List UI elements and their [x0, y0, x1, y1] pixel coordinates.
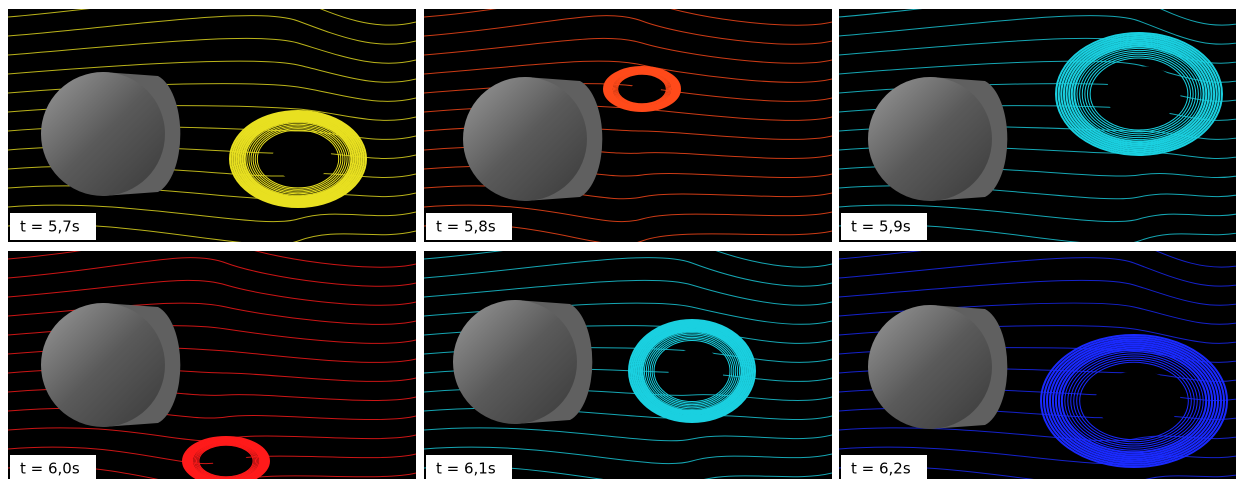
cylinder-face [868, 77, 992, 201]
time-label: t = 6,2s [851, 460, 911, 478]
vortex-core [631, 81, 661, 97]
flow-panel: t = 5,7s [8, 9, 416, 242]
streamline [839, 9, 1236, 25]
flow-panel: t = 6,2s [839, 251, 1236, 479]
flow-panel: t = 6,0s [8, 251, 416, 479]
streamline [8, 186, 416, 199]
flow-panel: t = 5,9s [839, 9, 1236, 242]
cylinder-face [41, 72, 165, 196]
streamline [8, 280, 416, 305]
streamline [424, 186, 832, 199]
cylinder-face [41, 303, 165, 427]
vortex-core [1096, 371, 1181, 431]
streamline [8, 61, 416, 82]
time-label: t = 5,8s [436, 218, 496, 236]
time-label: t = 5,7s [20, 218, 80, 236]
time-label: t = 6,0s [20, 460, 80, 478]
streamline [424, 428, 832, 441]
streamline [839, 61, 1236, 82]
vortex-core [272, 138, 332, 180]
flow-panel: t = 6,1s [424, 251, 832, 479]
flow-panel: t = 5,8s [424, 9, 832, 242]
cylinder-face [868, 305, 992, 429]
vortex-core [1106, 67, 1181, 122]
time-label: t = 5,9s [851, 218, 911, 236]
streamline [839, 280, 1236, 305]
streamline [424, 251, 832, 267]
streamline [8, 16, 416, 45]
streamline [424, 258, 832, 287]
streamline [8, 38, 416, 63]
cylinder-face [453, 300, 577, 424]
streamline [839, 251, 1236, 267]
vortex-core [669, 349, 724, 394]
figure: t = 5,7s t = 5,8s t = 5,9s t = 6,0s t = 6,1s… [0, 0, 1236, 479]
cylinder-face [463, 77, 587, 201]
streamline [424, 38, 832, 63]
time-label: t = 6,1s [436, 460, 496, 478]
vortex-core [213, 452, 248, 470]
